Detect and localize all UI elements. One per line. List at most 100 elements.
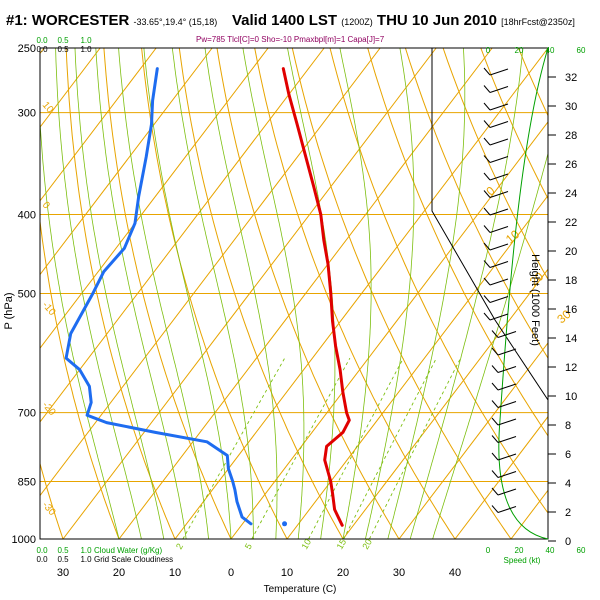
height-tick-label: 26 xyxy=(565,159,577,171)
valid-utc: (1200Z) xyxy=(341,17,373,27)
height-tick-label: 8 xyxy=(565,420,571,432)
dry-adiabat-90 xyxy=(442,48,548,281)
wind-barb-staff xyxy=(489,191,509,198)
height-tick-label: 12 xyxy=(565,362,577,374)
cloudiness-tick-top: 0.0 xyxy=(36,45,48,54)
pressure-tick-label: 1000 xyxy=(12,534,36,546)
station-coords: -33.65°,19.4° (15,18) xyxy=(133,17,218,27)
mixing-ratio-line-5 xyxy=(251,357,351,539)
height-tick-label: 20 xyxy=(565,246,577,258)
wind-barb-flag xyxy=(483,155,491,163)
dry-adiabat--20 xyxy=(40,217,120,539)
temperature-line xyxy=(281,67,351,527)
valid-date: THU 10 Jun 2010 xyxy=(376,12,497,29)
temperature-tick-label: 10 xyxy=(169,567,181,579)
dry-adiabat-50 xyxy=(291,48,512,539)
speed-tick-top: 60 xyxy=(577,46,586,55)
pressure-tick-label: 250 xyxy=(18,43,36,55)
mixing-ratio-label: 2 xyxy=(174,542,185,551)
wind-barb-staff xyxy=(497,436,517,443)
mixing-ratio-label: 5 xyxy=(243,542,254,551)
wind-barb-flag xyxy=(491,382,499,391)
cloud-water-tick-bottom: 0.5 xyxy=(57,546,69,555)
wind-barb-staff xyxy=(489,208,509,216)
temperature-tick-label: 20 xyxy=(113,567,125,579)
moist-adiabat xyxy=(171,48,254,539)
isotherm-label: 10 xyxy=(503,227,522,247)
wind-barb-flag xyxy=(483,225,491,233)
dry-adiabat--10 xyxy=(65,48,176,539)
wind-barb-flag xyxy=(483,242,491,251)
speed-tick-top: 40 xyxy=(546,46,555,55)
wind-barb-flag xyxy=(483,172,491,181)
temperature-tick-label: 0 xyxy=(228,567,234,579)
pressure-tick-label: 850 xyxy=(18,476,36,488)
height-tick-label: 32 xyxy=(565,72,577,84)
height-tick-label: 18 xyxy=(565,275,577,287)
height-axis-label: Height (1000 Feet) xyxy=(529,254,541,346)
dry-adiabat-30 xyxy=(216,48,400,539)
dry-adiabat-70 xyxy=(367,48,548,437)
wind-barb-flag xyxy=(483,190,491,198)
wind-barb-flag xyxy=(491,435,499,443)
height-tick-label: 4 xyxy=(565,478,571,490)
moist-adiabat xyxy=(287,48,336,539)
dewpoint-line xyxy=(64,67,253,526)
wind-barb-flag xyxy=(491,470,499,478)
wind-barb-flag xyxy=(483,277,491,286)
speed-tick-top: 20 xyxy=(515,46,524,55)
y-axis-label: P (hPa) xyxy=(3,292,15,329)
dry-adiabat-20 xyxy=(178,48,344,539)
cloud-water-caption: Cloud Water (g/Kg) xyxy=(94,546,163,555)
wind-barb-flag xyxy=(483,295,491,303)
wind-barb-flag xyxy=(491,452,499,461)
mixing-ratio-label: 10 xyxy=(299,537,313,551)
moist-adiabat xyxy=(55,48,142,539)
height-tick-label: 28 xyxy=(565,130,577,142)
indices-line: Pw=785 Tlcl[C]=0 Sho=-10 Pmaxbpl[m]=1 Ca… xyxy=(196,35,385,44)
wind-barb-staff xyxy=(489,156,509,163)
pressure-tick-label: 700 xyxy=(18,408,36,420)
dry-adiabat-40 xyxy=(254,48,456,539)
wind-barb-staff xyxy=(497,471,517,478)
isotherm--50 xyxy=(40,48,325,423)
wind-barb-staff xyxy=(489,261,509,268)
mixing-ratio-line-20 xyxy=(368,357,462,539)
plot-area xyxy=(40,34,600,557)
height-tick-label: 16 xyxy=(565,304,577,316)
wind-barb-flag xyxy=(483,207,491,216)
wind-barb-staff xyxy=(497,383,517,391)
plot-frame xyxy=(39,47,549,540)
cloud-water-tick-top: 1.0 xyxy=(80,36,92,45)
wind-barb-staff xyxy=(489,138,509,146)
moist-adiabat xyxy=(387,48,466,539)
cloud-water-tick-bottom: 0.0 xyxy=(36,546,48,555)
isotherm-30 xyxy=(398,342,548,539)
wind-barb-staff xyxy=(489,86,509,93)
wind-barb-staff xyxy=(497,348,517,356)
wind-barb-flag xyxy=(483,312,491,321)
speed-tick-bottom: 40 xyxy=(546,546,555,555)
wind-barb-staff xyxy=(489,243,509,251)
wind-barb-staff xyxy=(497,331,517,338)
speed-tick-bottom: 60 xyxy=(577,546,586,555)
speed-tick-bottom: 20 xyxy=(515,546,524,555)
speed-tick-bottom: 0 xyxy=(486,546,491,555)
cloudiness-tick-top: 1.0 xyxy=(80,45,92,54)
isotherm--10 xyxy=(174,48,548,539)
isotherm--20 xyxy=(118,48,493,539)
isotherm-10 xyxy=(286,194,548,539)
cloud-water-tick-top: 0.0 xyxy=(36,36,48,45)
moist-adiabat xyxy=(74,48,165,539)
dry-adiabat-130 xyxy=(587,34,600,557)
height-tick-label: 6 xyxy=(565,449,571,461)
wind-barbs xyxy=(483,67,517,513)
cloudiness-tick-bottom: 1.0 xyxy=(80,555,92,564)
moist-adiabat xyxy=(95,48,187,539)
dry-adiabat-10 xyxy=(141,48,288,539)
wind-barb-flag xyxy=(483,67,491,76)
height-tick-label: 2 xyxy=(565,507,571,519)
wind-barb-staff xyxy=(497,453,517,461)
height-curve xyxy=(498,47,549,540)
